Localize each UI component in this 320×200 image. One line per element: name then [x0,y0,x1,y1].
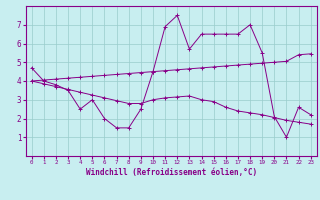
X-axis label: Windchill (Refroidissement éolien,°C): Windchill (Refroidissement éolien,°C) [86,168,257,177]
